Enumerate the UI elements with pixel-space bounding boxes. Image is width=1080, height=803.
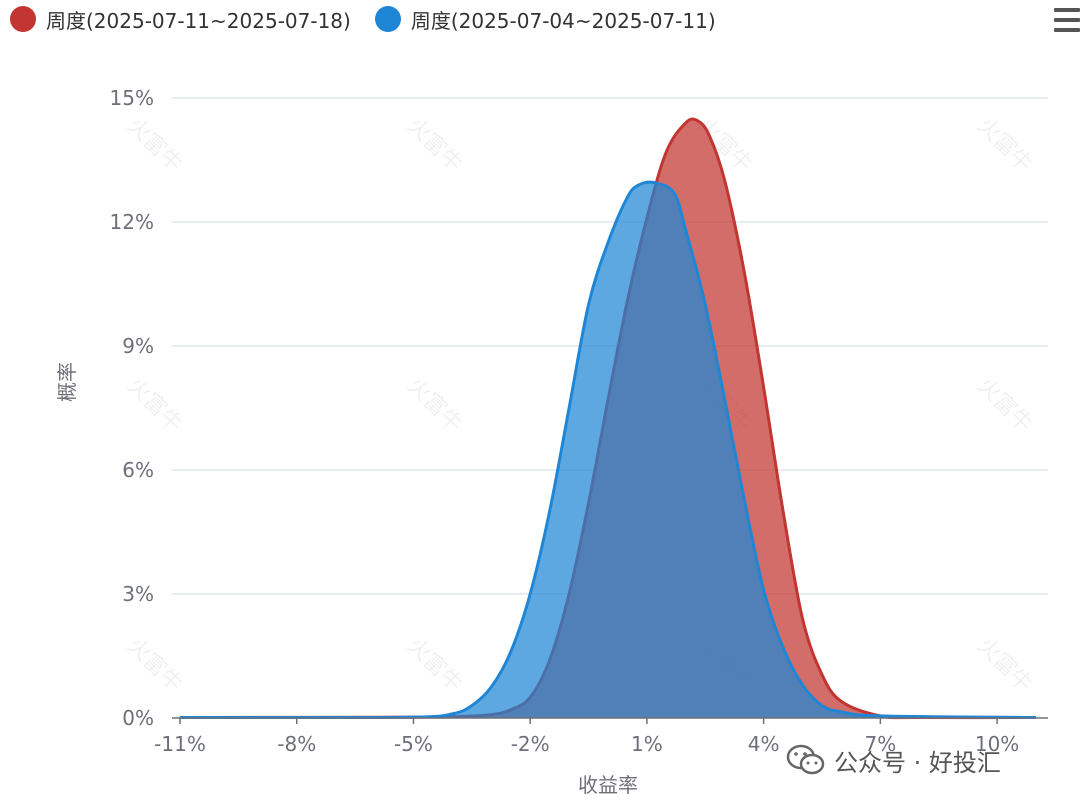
y-tick-label: 3% xyxy=(122,582,154,606)
axes-layer: 0% 3% 6% 9% 12% 15% -11% -8% -5% -2% 1% 4% 7% 10% 收益率 概… xyxy=(55,86,1048,797)
x-tick-label: 10% xyxy=(975,732,1019,756)
legend-item-previous-week[interactable]: 周度(2025-07-04~2025-07-11) xyxy=(374,5,716,34)
watermark-text: 火富牛 xyxy=(402,633,466,697)
y-axis-title: 概率 xyxy=(55,362,79,402)
legend-label: 周度(2025-07-04~2025-07-11) xyxy=(410,8,716,33)
source-label: 公众号 · 好投汇 xyxy=(834,748,1001,777)
y-tick-label: 15% xyxy=(110,86,154,110)
hamburger-menu-icon[interactable] xyxy=(1054,8,1080,36)
x-tick-label: -11% xyxy=(154,732,206,756)
watermark-text: 火富牛 xyxy=(972,633,1036,697)
legend-item-current-week[interactable]: 周度(2025-07-11~2025-07-18) xyxy=(10,5,351,34)
x-tick-label: 1% xyxy=(631,732,663,756)
watermark-text: 火富牛 xyxy=(122,633,186,697)
watermark-text: 火富牛 xyxy=(122,113,186,177)
x-tick-label: 7% xyxy=(864,732,896,756)
x-tick-label: -8% xyxy=(277,732,316,756)
x-tick-label: 4% xyxy=(748,732,780,756)
wechat-icon xyxy=(786,744,825,775)
y-tick-label: 0% xyxy=(122,706,154,730)
watermark-text: 火富牛 xyxy=(402,113,466,177)
legend-label: 周度(2025-07-11~2025-07-18) xyxy=(46,8,351,33)
x-axis-title: 收益率 xyxy=(578,773,638,797)
watermark-text: 火富牛 xyxy=(972,373,1036,437)
series-area-1 xyxy=(180,182,1036,719)
watermark-text: 火富牛 xyxy=(402,373,466,437)
watermark-text: 火富牛 xyxy=(122,373,186,437)
source-badge: 公众号 · 好投汇 xyxy=(786,740,1001,780)
x-tick-label: -5% xyxy=(394,732,433,756)
watermark-text: 火富牛 xyxy=(972,113,1036,177)
series-line-1 xyxy=(179,180,1037,720)
x-tick-label: -2% xyxy=(511,732,550,756)
legend: 周度(2025-07-11~2025-07-18) 周度(2025-07-04~… xyxy=(10,4,716,34)
legend-marker-icon xyxy=(374,6,401,32)
series-layer xyxy=(179,117,1037,720)
y-tick-label: 12% xyxy=(110,210,154,234)
y-tick-label: 9% xyxy=(122,334,154,358)
legend-marker-icon xyxy=(10,6,36,32)
y-tick-label: 6% xyxy=(122,458,154,482)
